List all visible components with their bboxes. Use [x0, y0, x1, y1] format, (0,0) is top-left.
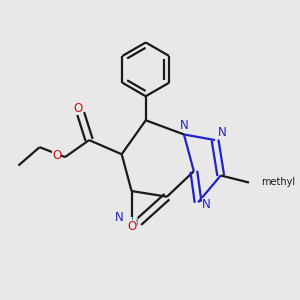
Text: N: N	[202, 198, 211, 211]
Text: N: N	[115, 212, 124, 224]
Text: N: N	[218, 126, 226, 139]
Text: O: O	[73, 103, 83, 116]
Text: N: N	[180, 119, 189, 132]
Text: H: H	[130, 217, 138, 226]
Text: methyl: methyl	[261, 177, 295, 187]
Text: O: O	[127, 220, 136, 233]
Text: O: O	[52, 149, 61, 162]
